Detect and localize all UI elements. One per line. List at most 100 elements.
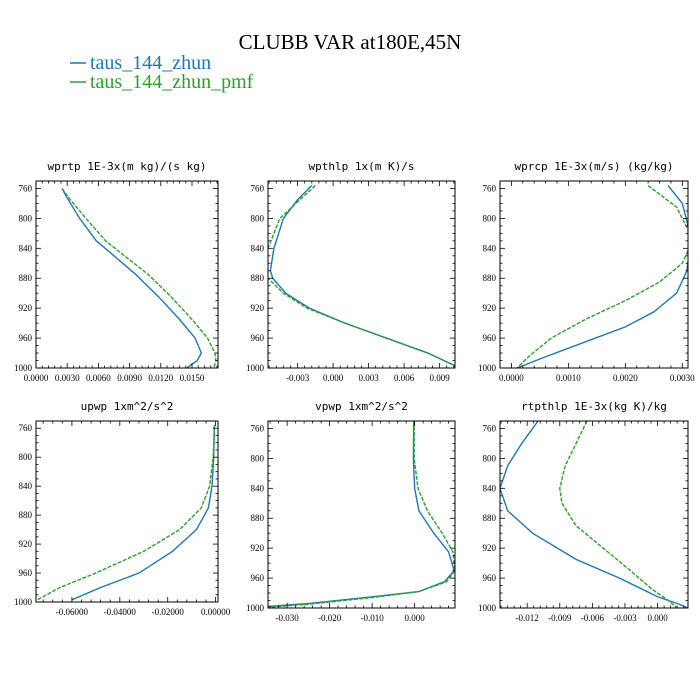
y-tick-label: 960 bbox=[19, 568, 33, 578]
x-tick-label: 0.0030 bbox=[670, 373, 695, 383]
y-tick-label: 840 bbox=[483, 483, 497, 493]
y-tick-label: 880 bbox=[251, 273, 265, 283]
y-tick-label: 760 bbox=[483, 183, 497, 193]
x-tick-label: -0.020 bbox=[318, 613, 342, 623]
x-tick-label: 0.000 bbox=[647, 613, 668, 623]
x-tick-label: 0.009 bbox=[429, 373, 450, 383]
y-tick-label: 760 bbox=[483, 423, 497, 433]
x-tick-label: 0.0120 bbox=[148, 373, 173, 383]
x-tick-label: -0.003 bbox=[286, 373, 310, 383]
plot-frame bbox=[267, 420, 456, 609]
y-tick-label: 920 bbox=[251, 543, 265, 553]
y-tick-label: 920 bbox=[251, 303, 265, 313]
panels: wprtp 1E-3x(m kg)/(s kg) 760 800 840 880 920 9… bbox=[14, 160, 695, 623]
y-tick-label: 880 bbox=[483, 273, 497, 283]
x-tick-label: 0.0060 bbox=[86, 373, 111, 383]
panel-title: vpwp 1xm^2/s^2 bbox=[315, 400, 408, 413]
panel-3: wprcp 1E-3x(m/s) (kg/kg) 760 800 840 880 920 9… bbox=[478, 160, 695, 383]
panel-2: wpthlp 1x(m K)/s 760 800 840 880 920 960 1000 -0… bbox=[246, 160, 456, 383]
y-tick-label: 880 bbox=[483, 513, 497, 523]
series-line-zhun-pmf bbox=[268, 184, 455, 367]
series-line-zhun-pmf bbox=[516, 184, 688, 368]
plot-frame bbox=[499, 420, 689, 609]
x-tick-label: -0.012 bbox=[516, 613, 539, 623]
y-tick-label: 1000 bbox=[478, 603, 497, 613]
x-tick-label: -0.06000 bbox=[56, 607, 89, 617]
series-line-zhun bbox=[61, 188, 203, 368]
y-tick-label: 1000 bbox=[14, 363, 33, 373]
y-tick-label: 760 bbox=[19, 423, 33, 433]
panel-5: vpwp 1xm^2/s^2 760 800 840 880 920 960 1000 -0.0… bbox=[246, 400, 456, 623]
y-tick-label: 840 bbox=[19, 243, 33, 253]
y-tick-label: 960 bbox=[251, 573, 265, 583]
panel-1: wprtp 1E-3x(m kg)/(s kg) 760 800 840 880 920 9… bbox=[14, 160, 219, 383]
x-tick-label: -0.009 bbox=[548, 613, 572, 623]
y-tick-label: 800 bbox=[19, 213, 33, 223]
legend-label-zhun: taus_144_zhun bbox=[90, 52, 211, 74]
y-tick-label: 760 bbox=[251, 423, 265, 433]
y-tick-label: 1000 bbox=[246, 363, 265, 373]
x-tick-label: -0.003 bbox=[613, 613, 637, 623]
y-tick-label: 960 bbox=[251, 333, 265, 343]
x-tick-label: 0.0000 bbox=[499, 373, 524, 383]
series-line-zhun-pmf bbox=[268, 421, 455, 608]
series-line-zhun bbox=[516, 185, 688, 368]
x-tick-label: 0.0020 bbox=[613, 373, 638, 383]
x-tick-label: 0.0010 bbox=[556, 373, 581, 383]
x-tick-label: -0.010 bbox=[361, 613, 385, 623]
y-tick-label: 840 bbox=[483, 243, 497, 253]
x-tick-label: 0.0150 bbox=[180, 373, 205, 383]
series-line-zhun bbox=[268, 421, 455, 608]
y-tick-label: 920 bbox=[19, 303, 33, 313]
x-tick-label: 0.0090 bbox=[117, 373, 142, 383]
panel-title: upwp 1xm^2/s^2 bbox=[81, 400, 174, 413]
x-tick-label: 0.003 bbox=[358, 373, 379, 383]
x-tick-label: -0.04000 bbox=[104, 607, 137, 617]
y-tick-label: 920 bbox=[483, 543, 497, 553]
panel-title: wprcp 1E-3x(m/s) (kg/kg) bbox=[515, 160, 674, 173]
x-tick-label: 0.000 bbox=[405, 613, 426, 623]
panel-title: wprtp 1E-3x(m kg)/(s kg) bbox=[48, 160, 207, 173]
y-tick-label: 960 bbox=[483, 333, 497, 343]
x-tick-label: 0.006 bbox=[394, 373, 415, 383]
plot-frame bbox=[35, 180, 219, 369]
series-line-zhun-pmf bbox=[559, 421, 678, 608]
y-tick-label: 760 bbox=[251, 183, 265, 193]
y-tick-label: 960 bbox=[19, 333, 33, 343]
y-tick-label: 880 bbox=[19, 273, 33, 283]
panel-title: rtpthlp 1E-3x(kg K)/kg bbox=[521, 400, 667, 413]
y-tick-label: 800 bbox=[483, 453, 497, 463]
x-tick-label: -0.030 bbox=[276, 613, 300, 623]
legend-label-zhun-pmf: taus_144_zhun_pmf bbox=[90, 71, 254, 93]
series-line-zhun-pmf bbox=[61, 188, 217, 368]
x-tick-label: -0.02000 bbox=[152, 607, 185, 617]
plot-frame bbox=[267, 180, 456, 369]
plot-frame bbox=[35, 420, 219, 603]
y-tick-label: 920 bbox=[19, 539, 33, 549]
x-tick-label: 0.0030 bbox=[55, 373, 80, 383]
y-tick-label: 800 bbox=[251, 213, 265, 223]
y-tick-label: 920 bbox=[483, 303, 497, 313]
y-tick-label: 800 bbox=[251, 453, 265, 463]
y-tick-label: 760 bbox=[19, 183, 33, 193]
figure-title: CLUBB VAR at180E,45N bbox=[239, 30, 462, 54]
x-tick-label: 0.00000 bbox=[201, 607, 231, 617]
plot-frame bbox=[499, 180, 689, 369]
y-tick-label: 1000 bbox=[478, 363, 497, 373]
panel-title: wpthlp 1x(m K)/s bbox=[309, 160, 415, 173]
y-tick-label: 800 bbox=[483, 213, 497, 223]
x-tick-label: 0.0000 bbox=[24, 373, 49, 383]
series-line-zhun-pmf bbox=[36, 425, 216, 602]
x-tick-label: -0.006 bbox=[581, 613, 605, 623]
series-line-zhun bbox=[71, 425, 216, 601]
y-tick-label: 880 bbox=[251, 513, 265, 523]
panel-6: rtpthlp 1E-3x(kg K)/kg 760 800 840 880 920 960… bbox=[478, 400, 689, 623]
series-line-zhun bbox=[269, 184, 455, 367]
y-tick-label: 1000 bbox=[14, 597, 33, 607]
y-tick-label: 840 bbox=[251, 243, 265, 253]
y-tick-label: 1000 bbox=[246, 603, 265, 613]
y-tick-label: 800 bbox=[19, 452, 33, 462]
series-line-zhun bbox=[500, 421, 688, 608]
y-tick-label: 840 bbox=[251, 483, 265, 493]
